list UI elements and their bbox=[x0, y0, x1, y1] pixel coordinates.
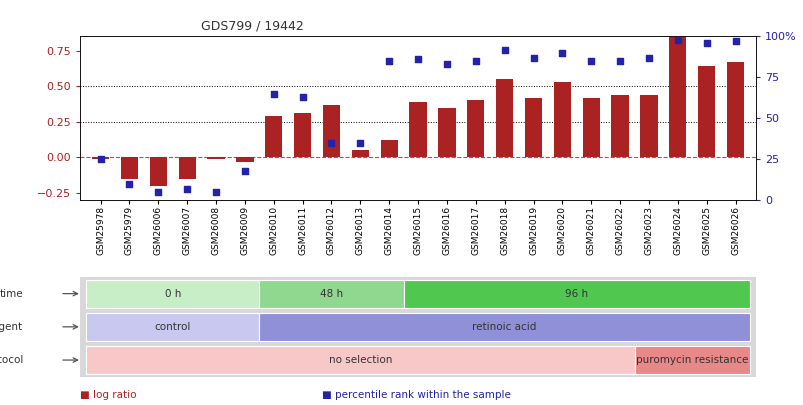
Bar bbox=[92, 158, 109, 159]
Bar bbox=[639, 95, 657, 158]
Bar bbox=[178, 158, 196, 179]
Bar bbox=[582, 98, 599, 158]
Point bbox=[440, 61, 453, 68]
Point bbox=[671, 36, 683, 43]
Point bbox=[94, 156, 107, 162]
Bar bbox=[86, 346, 634, 374]
Bar bbox=[438, 108, 455, 158]
Point bbox=[584, 58, 597, 64]
Text: 0 h: 0 h bbox=[165, 289, 181, 298]
Point bbox=[382, 58, 395, 64]
Bar bbox=[120, 158, 138, 179]
Bar bbox=[265, 116, 282, 158]
Point bbox=[411, 56, 424, 63]
Bar bbox=[259, 313, 749, 341]
Bar bbox=[86, 280, 259, 307]
Text: control: control bbox=[154, 322, 190, 332]
Point bbox=[123, 181, 136, 187]
Point bbox=[527, 55, 540, 61]
Bar bbox=[86, 313, 259, 341]
Bar bbox=[726, 62, 744, 158]
Bar bbox=[323, 105, 340, 158]
Point bbox=[152, 189, 165, 195]
Bar bbox=[634, 346, 749, 374]
Text: 96 h: 96 h bbox=[565, 289, 588, 298]
Text: no selection: no selection bbox=[328, 355, 392, 365]
Text: agent: agent bbox=[0, 322, 23, 332]
Text: retinoic acid: retinoic acid bbox=[472, 322, 536, 332]
Bar bbox=[236, 158, 253, 162]
Bar bbox=[668, 19, 686, 158]
Point bbox=[469, 58, 482, 64]
Point bbox=[699, 40, 712, 46]
Point bbox=[181, 185, 194, 192]
Text: GDS799 / 19442: GDS799 / 19442 bbox=[201, 19, 304, 32]
Point bbox=[238, 167, 251, 174]
Point bbox=[267, 90, 280, 97]
Bar bbox=[524, 98, 541, 158]
Point bbox=[324, 140, 337, 146]
Bar bbox=[495, 79, 512, 158]
Bar bbox=[207, 158, 224, 159]
Bar bbox=[467, 100, 484, 158]
Point bbox=[353, 140, 366, 146]
Bar bbox=[149, 158, 167, 186]
Point bbox=[296, 94, 308, 100]
Bar bbox=[611, 95, 628, 158]
Text: 48 h: 48 h bbox=[320, 289, 343, 298]
Bar bbox=[409, 102, 426, 158]
Point bbox=[498, 46, 511, 53]
Bar bbox=[351, 150, 369, 158]
Bar bbox=[259, 280, 403, 307]
Text: time: time bbox=[0, 289, 23, 298]
Point bbox=[210, 189, 222, 195]
Bar bbox=[380, 140, 397, 158]
Text: ■ log ratio: ■ log ratio bbox=[80, 390, 137, 400]
Text: puromycin resistance: puromycin resistance bbox=[635, 355, 748, 365]
Point bbox=[555, 49, 568, 56]
Text: growth protocol: growth protocol bbox=[0, 355, 23, 365]
Bar bbox=[294, 113, 311, 158]
Point bbox=[728, 38, 741, 45]
Point bbox=[642, 55, 654, 61]
Bar bbox=[403, 280, 749, 307]
Point bbox=[613, 58, 626, 64]
Bar bbox=[553, 82, 570, 158]
Text: ■ percentile rank within the sample: ■ percentile rank within the sample bbox=[321, 390, 510, 400]
Bar bbox=[697, 66, 715, 158]
